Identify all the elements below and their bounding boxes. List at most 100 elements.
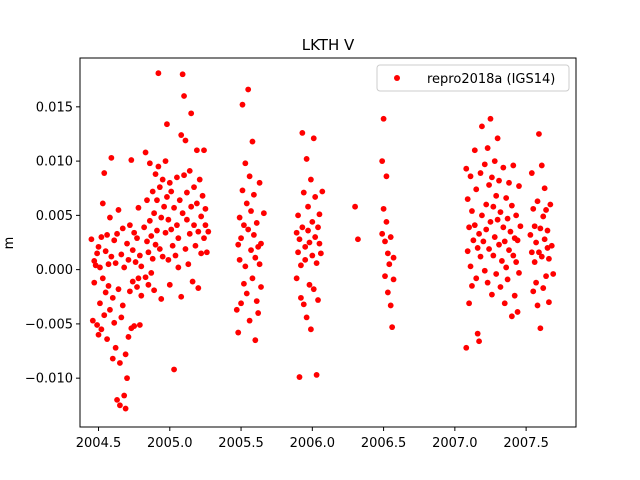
data-point: [498, 258, 505, 264]
data-point: [107, 306, 113, 313]
data-point: [128, 157, 135, 163]
x-tick-label: 2005.0: [147, 436, 193, 451]
data-point: [494, 135, 501, 142]
data-point: [171, 366, 177, 373]
data-point: [387, 302, 394, 309]
data-point: [114, 230, 120, 237]
data-point: [538, 253, 545, 260]
data-point: [313, 260, 320, 267]
data-point: [508, 313, 515, 320]
data-point: [235, 241, 242, 248]
data-point: [155, 163, 162, 170]
data-point: [246, 173, 253, 180]
data-point: [253, 298, 260, 305]
data-point: [474, 245, 481, 251]
data-point: [98, 326, 105, 333]
data-point: [531, 223, 538, 230]
data-point: [310, 135, 317, 142]
data-point: [540, 285, 547, 291]
data-point: [241, 222, 247, 229]
data-point: [188, 110, 195, 117]
data-point: [181, 172, 187, 179]
data-point: [503, 264, 510, 271]
data-point: [504, 276, 511, 283]
data-point: [483, 226, 490, 233]
data-point: [171, 204, 177, 211]
data-point: [112, 344, 119, 351]
data-point: [514, 237, 521, 244]
data-point: [303, 314, 310, 321]
data-point: [483, 201, 490, 208]
data-point: [155, 70, 162, 77]
data-point: [104, 336, 110, 342]
data-point: [245, 86, 252, 93]
data-point: [464, 248, 471, 255]
data-point: [242, 263, 249, 270]
data-point: [124, 375, 130, 382]
data-point: [464, 196, 471, 202]
data-point: [134, 284, 140, 290]
data-point: [198, 250, 205, 257]
data-point: [293, 229, 300, 236]
data-point: [316, 211, 323, 218]
data-point: [243, 200, 250, 207]
data-point: [480, 238, 487, 245]
data-point: [178, 132, 185, 138]
data-point: [471, 222, 478, 229]
data-point: [114, 396, 120, 403]
data-point: [250, 191, 257, 198]
data-point: [463, 344, 470, 351]
data-point: [533, 239, 539, 246]
data-point: [236, 214, 243, 221]
data-point: [490, 203, 497, 210]
data-point: [174, 222, 180, 229]
data-point: [119, 302, 126, 309]
data-point: [202, 205, 209, 212]
data-point: [164, 194, 170, 200]
x-tick-label: 2005.5: [218, 436, 264, 451]
data-point: [174, 174, 180, 181]
data-point: [530, 205, 537, 212]
data-point: [239, 101, 246, 108]
data-point: [205, 228, 212, 235]
data-point: [156, 184, 163, 191]
data-point: [308, 176, 314, 183]
data-point: [534, 198, 541, 205]
data-point: [102, 289, 109, 296]
y-axis-label: m: [2, 237, 17, 250]
data-point: [540, 213, 547, 220]
data-point: [182, 137, 189, 144]
data-point: [185, 261, 192, 268]
data-point: [145, 249, 152, 256]
data-point: [536, 249, 542, 256]
x-tick-label: 2006.0: [290, 436, 336, 451]
data-point: [467, 263, 474, 270]
data-point: [118, 251, 125, 258]
data-point: [109, 294, 116, 301]
data-point: [476, 230, 482, 237]
data-point: [193, 147, 200, 154]
data-point: [97, 300, 103, 307]
data-point: [293, 275, 300, 282]
data-point: [135, 275, 142, 282]
data-point: [126, 288, 133, 295]
data-point: [99, 200, 106, 207]
data-point: [517, 223, 524, 230]
data-point: [533, 279, 539, 286]
data-point: [481, 267, 488, 274]
data-point: [500, 224, 507, 231]
data-point: [537, 325, 544, 332]
data-point: [252, 337, 259, 344]
data-point: [169, 242, 176, 249]
data-point: [161, 203, 167, 210]
legend-label: repro2018a (IGS14): [427, 72, 555, 87]
data-point: [198, 213, 205, 220]
data-point: [531, 259, 538, 265]
data-point: [107, 214, 113, 221]
data-point: [182, 246, 189, 252]
data-point: [236, 256, 243, 263]
data-point: [530, 288, 537, 295]
data-point: [132, 259, 139, 265]
data-point: [111, 237, 118, 244]
x-axis-ticks: 2004.5 2005.0 2005.5 2006.0 2006.5 2007.0 2007…: [76, 427, 549, 451]
